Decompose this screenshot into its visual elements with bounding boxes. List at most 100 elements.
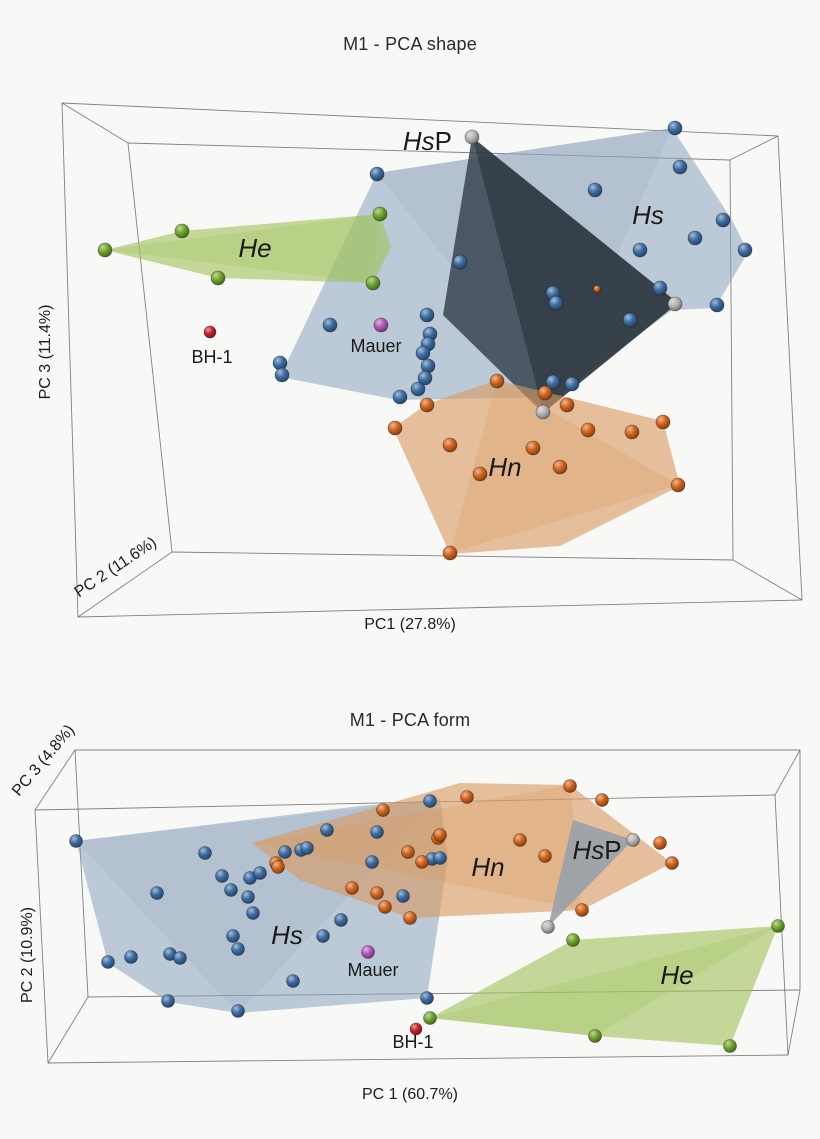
hs-point [198, 846, 212, 860]
hs-point [419, 307, 435, 323]
axis-box-edge [787, 989, 801, 1056]
hsp-point [541, 920, 555, 934]
hn-point [653, 836, 667, 850]
hn-point [387, 420, 403, 436]
hn-point [559, 397, 575, 413]
axis-box-edge [47, 996, 89, 1064]
hn-point [563, 779, 577, 793]
hn-point [442, 545, 458, 561]
hs-point [370, 825, 384, 839]
hn-point [665, 856, 679, 870]
he-point [365, 275, 381, 291]
hs-point [150, 886, 164, 900]
he-hull [430, 926, 778, 1046]
hs-point [215, 869, 229, 883]
hn-point [513, 833, 527, 847]
pca-shape-panel: M1 - PCA shape He Hs HsP Hn Mauer BH-1 PC1 (2… [37, 34, 803, 633]
hn-facet-hull [252, 785, 582, 910]
chart-title-form: M1 - PCA form [349, 710, 471, 730]
hn-point [595, 793, 609, 807]
he-point [372, 206, 388, 222]
axis-box-edge [777, 135, 803, 601]
hsp-point [667, 296, 683, 312]
hn-point [624, 424, 640, 440]
axis-box-edge [61, 102, 129, 144]
hs-point [652, 280, 668, 296]
axis-box-edge [34, 809, 49, 1064]
hsp-hull [548, 820, 633, 927]
hn-point [271, 860, 285, 874]
hn-point [580, 422, 596, 438]
hs-point [226, 929, 240, 943]
hs-point [715, 212, 731, 228]
hn-label: Hn [471, 852, 504, 882]
hn-point [525, 440, 541, 456]
hn-point [655, 414, 671, 430]
hs-point [173, 951, 187, 965]
hsp-right-hull [472, 137, 678, 413]
mauer-point [361, 945, 375, 959]
hsp-point [626, 833, 640, 847]
axis-box-edge [127, 142, 173, 553]
bh1-point [203, 325, 217, 339]
hsp-label: HsP [403, 126, 452, 156]
hn-point [419, 397, 435, 413]
hs-point [278, 845, 292, 859]
he-point [588, 1029, 602, 1043]
hs-point [667, 120, 683, 136]
hs-point [415, 345, 431, 361]
he-point [723, 1039, 737, 1053]
hn-point [538, 849, 552, 863]
axis-box-edge [61, 102, 79, 618]
hs-point [334, 913, 348, 927]
hn-label: Hn [488, 452, 521, 482]
hs-point [274, 367, 290, 383]
he-point [771, 919, 785, 933]
hs-point [687, 230, 703, 246]
hn-point [345, 881, 359, 895]
he-point [566, 933, 580, 947]
hn-point [670, 477, 686, 493]
hs-point [322, 317, 338, 333]
he-point [210, 270, 226, 286]
hs-point [452, 254, 468, 270]
bh1-label: BH-1 [191, 347, 232, 367]
hs-point [548, 295, 564, 311]
bh1-point [409, 1022, 423, 1036]
hs-point [545, 374, 561, 390]
hs-point [632, 242, 648, 258]
axis-box-edge [729, 135, 779, 161]
he-hull [105, 214, 391, 283]
pca-form-panel: M1 - PCA form Hs Hn HsP He Mauer BH-1 PC 1 (6… [0, 660, 820, 1139]
hn-point [401, 845, 415, 859]
bh1-label: BH-1 [392, 1032, 433, 1052]
he-label: He [660, 960, 693, 990]
he-label: He [238, 233, 271, 263]
hs-point [101, 955, 115, 969]
hs-point [161, 994, 175, 1008]
hs-point [392, 389, 408, 405]
he-point [97, 242, 113, 258]
hsp-point [535, 404, 551, 420]
hn-point [403, 911, 417, 925]
x-axis-label-form: PC 1 (60.7%) [361, 1086, 459, 1103]
hs-point [241, 890, 255, 904]
hs-point [124, 950, 138, 964]
axis-box-edge [774, 749, 801, 796]
he-point [174, 223, 190, 239]
pca-form-plot: Hs Hn HsP He Mauer BH-1 [34, 749, 801, 1064]
hn-point [376, 803, 390, 817]
pca-shape-plot: He Hs HsP Hn Mauer BH-1 [61, 102, 803, 618]
hn-point [370, 886, 384, 900]
hs-point [231, 942, 245, 956]
hs-point [564, 376, 580, 392]
hn-point [415, 855, 429, 869]
hs-label: Hs [271, 920, 303, 950]
y-axis-label-shape: PC 3 (11.4%) [37, 304, 54, 400]
hs-point [672, 159, 688, 175]
hsp-left-hull [443, 137, 543, 413]
he-facet-hull [430, 926, 778, 1036]
axis-box-edge [47, 1054, 789, 1064]
axis-box-edge [77, 599, 803, 618]
axis-box-edge [77, 551, 173, 618]
